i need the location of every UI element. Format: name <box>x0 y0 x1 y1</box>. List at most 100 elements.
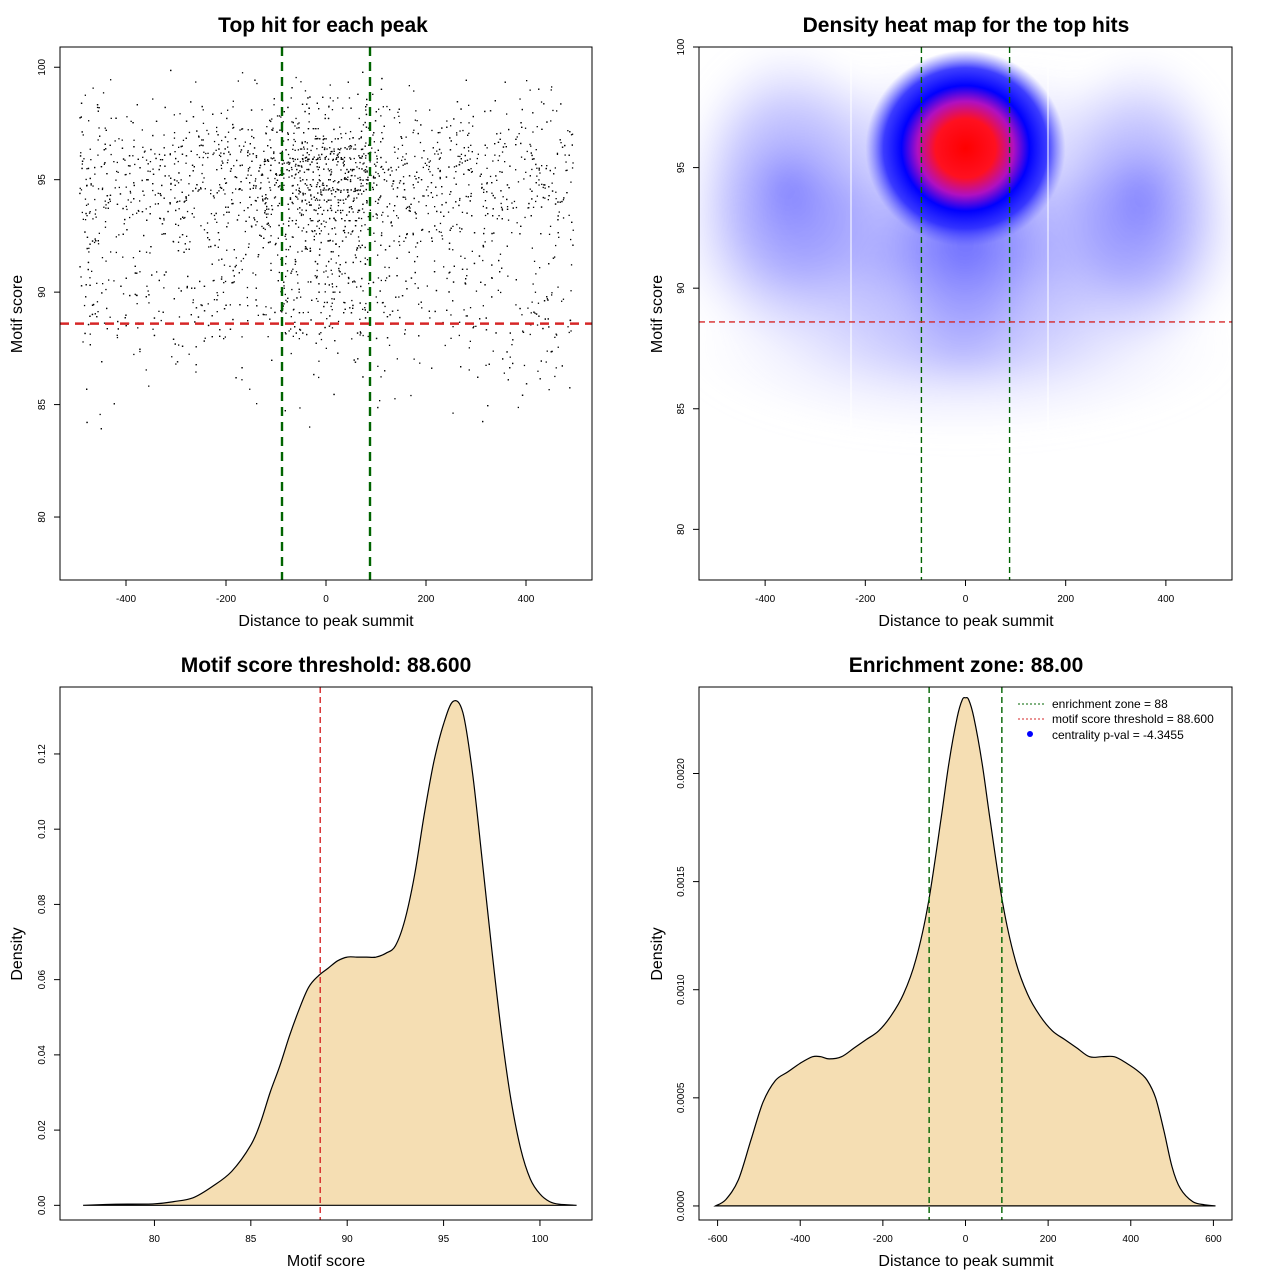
scatter-point <box>399 244 401 246</box>
scatter-point <box>145 369 147 371</box>
distance-density-x-ticks: -600 -400 -200 0 200 400 600 <box>708 1219 1222 1245</box>
scatter-point <box>476 157 478 160</box>
scatter-point <box>525 383 528 385</box>
scatter-point <box>85 212 87 215</box>
distance-density-x-tick-label: 0 <box>963 1234 969 1245</box>
scatter-point <box>177 250 180 252</box>
scatter-point <box>196 154 198 156</box>
scatter-point <box>79 155 82 157</box>
scatter-point <box>382 106 384 108</box>
scatter-point <box>93 241 96 244</box>
scatter-point <box>97 311 99 313</box>
scatter-point <box>469 307 472 309</box>
scatter-point <box>295 117 297 120</box>
scatter-point <box>272 129 274 131</box>
scatter-point <box>306 103 308 105</box>
scatter-point <box>434 206 436 208</box>
scatter-point <box>89 333 91 335</box>
scatter-point <box>473 262 476 265</box>
scatter-point <box>468 132 470 134</box>
scatter-point <box>232 269 234 272</box>
scatter-point <box>302 332 304 334</box>
scatter-point <box>318 207 320 209</box>
scatter-point <box>439 176 441 179</box>
scatter-point <box>340 147 342 150</box>
scatter-point <box>324 291 326 293</box>
scatter-point <box>230 168 232 170</box>
scatter-point <box>285 233 287 236</box>
scatter-point <box>403 240 405 242</box>
scatter-point <box>323 138 325 140</box>
scatter-point <box>177 224 180 227</box>
scatter-point <box>338 246 340 248</box>
scatter-point <box>377 365 379 367</box>
scatter-point <box>531 154 533 157</box>
scatter-point <box>122 207 124 210</box>
scatter-point <box>297 184 299 186</box>
scatter-point <box>274 177 276 180</box>
scatter-point <box>268 181 270 183</box>
scatter-point <box>391 170 393 172</box>
scatter-point <box>266 216 268 218</box>
scatter-point <box>155 120 158 122</box>
scatter-point <box>386 337 389 339</box>
heatmap-y-tick-label: 80 <box>676 523 687 535</box>
scatter-point <box>220 167 223 170</box>
scatter-point <box>382 221 384 223</box>
heatmap-x-label: Distance to peak summit <box>878 613 1054 630</box>
scatter-point <box>372 281 375 284</box>
scatter-point <box>434 153 436 155</box>
scatter-point <box>216 126 218 129</box>
scatter-point <box>101 292 103 294</box>
scatter-point <box>506 184 509 186</box>
scatter-point <box>561 146 564 148</box>
scatter-point <box>203 151 205 153</box>
scatter-point <box>175 157 177 160</box>
scatter-point <box>401 295 404 297</box>
scatter-point <box>399 122 401 124</box>
scatter-point <box>344 172 346 174</box>
scatter-point <box>307 224 310 226</box>
scatter-point <box>339 271 341 273</box>
scatter-point <box>338 181 340 183</box>
scatter-point <box>298 187 300 189</box>
scatter-point <box>530 215 532 217</box>
scatter-point <box>535 273 537 275</box>
scatter-point <box>117 320 119 323</box>
score-density-y-ticks: 0.000.020.040.060.080.100.12 <box>37 744 60 1215</box>
scatter-point <box>338 267 340 270</box>
scatter-point <box>287 203 289 205</box>
scatter-point <box>193 166 195 168</box>
scatter-point <box>110 251 112 253</box>
scatter-point <box>364 246 366 249</box>
scatter-x-tick-label: 400 <box>518 594 535 605</box>
scatter-point <box>392 180 395 182</box>
scatter-point <box>509 165 511 167</box>
scatter-point <box>371 147 373 149</box>
scatter-point <box>139 167 141 169</box>
score-density-x-tick-label: 90 <box>342 1234 354 1245</box>
scatter-point <box>350 147 352 149</box>
scatter-point <box>322 189 324 191</box>
scatter-point <box>186 210 189 213</box>
scatter-point <box>420 124 422 126</box>
scatter-point <box>132 213 134 216</box>
scatter-point <box>485 364 487 366</box>
scatter-point <box>285 333 287 335</box>
scatter-point <box>336 157 338 159</box>
scatter-point <box>200 304 202 306</box>
scatter-point <box>215 212 217 215</box>
scatter-point <box>183 201 185 203</box>
scatter-point <box>145 208 147 210</box>
scatter-point <box>143 151 146 153</box>
scatter-point <box>339 264 341 266</box>
scatter-point <box>304 157 307 159</box>
scatter-point <box>527 307 529 309</box>
scatter-point <box>365 157 367 159</box>
scatter-point <box>282 223 285 225</box>
scatter-point <box>388 344 391 346</box>
scatter-point <box>357 358 359 360</box>
scatter-point <box>309 204 311 206</box>
scatter-point <box>418 177 420 179</box>
scatter-point <box>101 361 103 363</box>
